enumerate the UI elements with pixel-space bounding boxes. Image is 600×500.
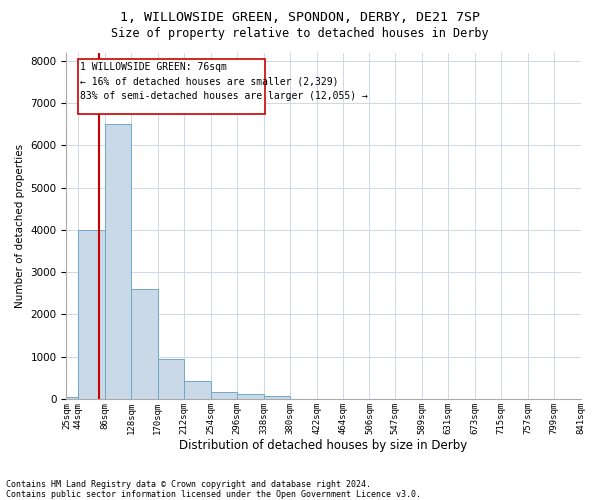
Y-axis label: Number of detached properties: Number of detached properties <box>15 144 25 308</box>
Text: 1, WILLOWSIDE GREEN, SPONDON, DERBY, DE21 7SP: 1, WILLOWSIDE GREEN, SPONDON, DERBY, DE2… <box>120 11 480 24</box>
Text: Contains public sector information licensed under the Open Government Licence v3: Contains public sector information licen… <box>6 490 421 499</box>
X-axis label: Distribution of detached houses by size in Derby: Distribution of detached houses by size … <box>179 440 467 452</box>
Bar <box>131 289 158 399</box>
Bar <box>263 396 290 399</box>
Bar <box>158 359 184 399</box>
Bar <box>211 392 237 399</box>
Bar <box>79 59 265 114</box>
Text: Contains HM Land Registry data © Crown copyright and database right 2024.: Contains HM Land Registry data © Crown c… <box>6 480 371 489</box>
Bar <box>237 394 263 399</box>
Text: 1 WILLOWSIDE GREEN: 76sqm: 1 WILLOWSIDE GREEN: 76sqm <box>80 62 227 72</box>
Bar <box>67 397 79 399</box>
Bar <box>79 230 105 399</box>
Bar <box>105 124 131 399</box>
Text: 83% of semi-detached houses are larger (12,055) →: 83% of semi-detached houses are larger (… <box>80 91 368 101</box>
Text: Size of property relative to detached houses in Derby: Size of property relative to detached ho… <box>111 28 489 40</box>
Text: ← 16% of detached houses are smaller (2,329): ← 16% of detached houses are smaller (2,… <box>80 76 339 86</box>
Bar <box>184 381 211 399</box>
